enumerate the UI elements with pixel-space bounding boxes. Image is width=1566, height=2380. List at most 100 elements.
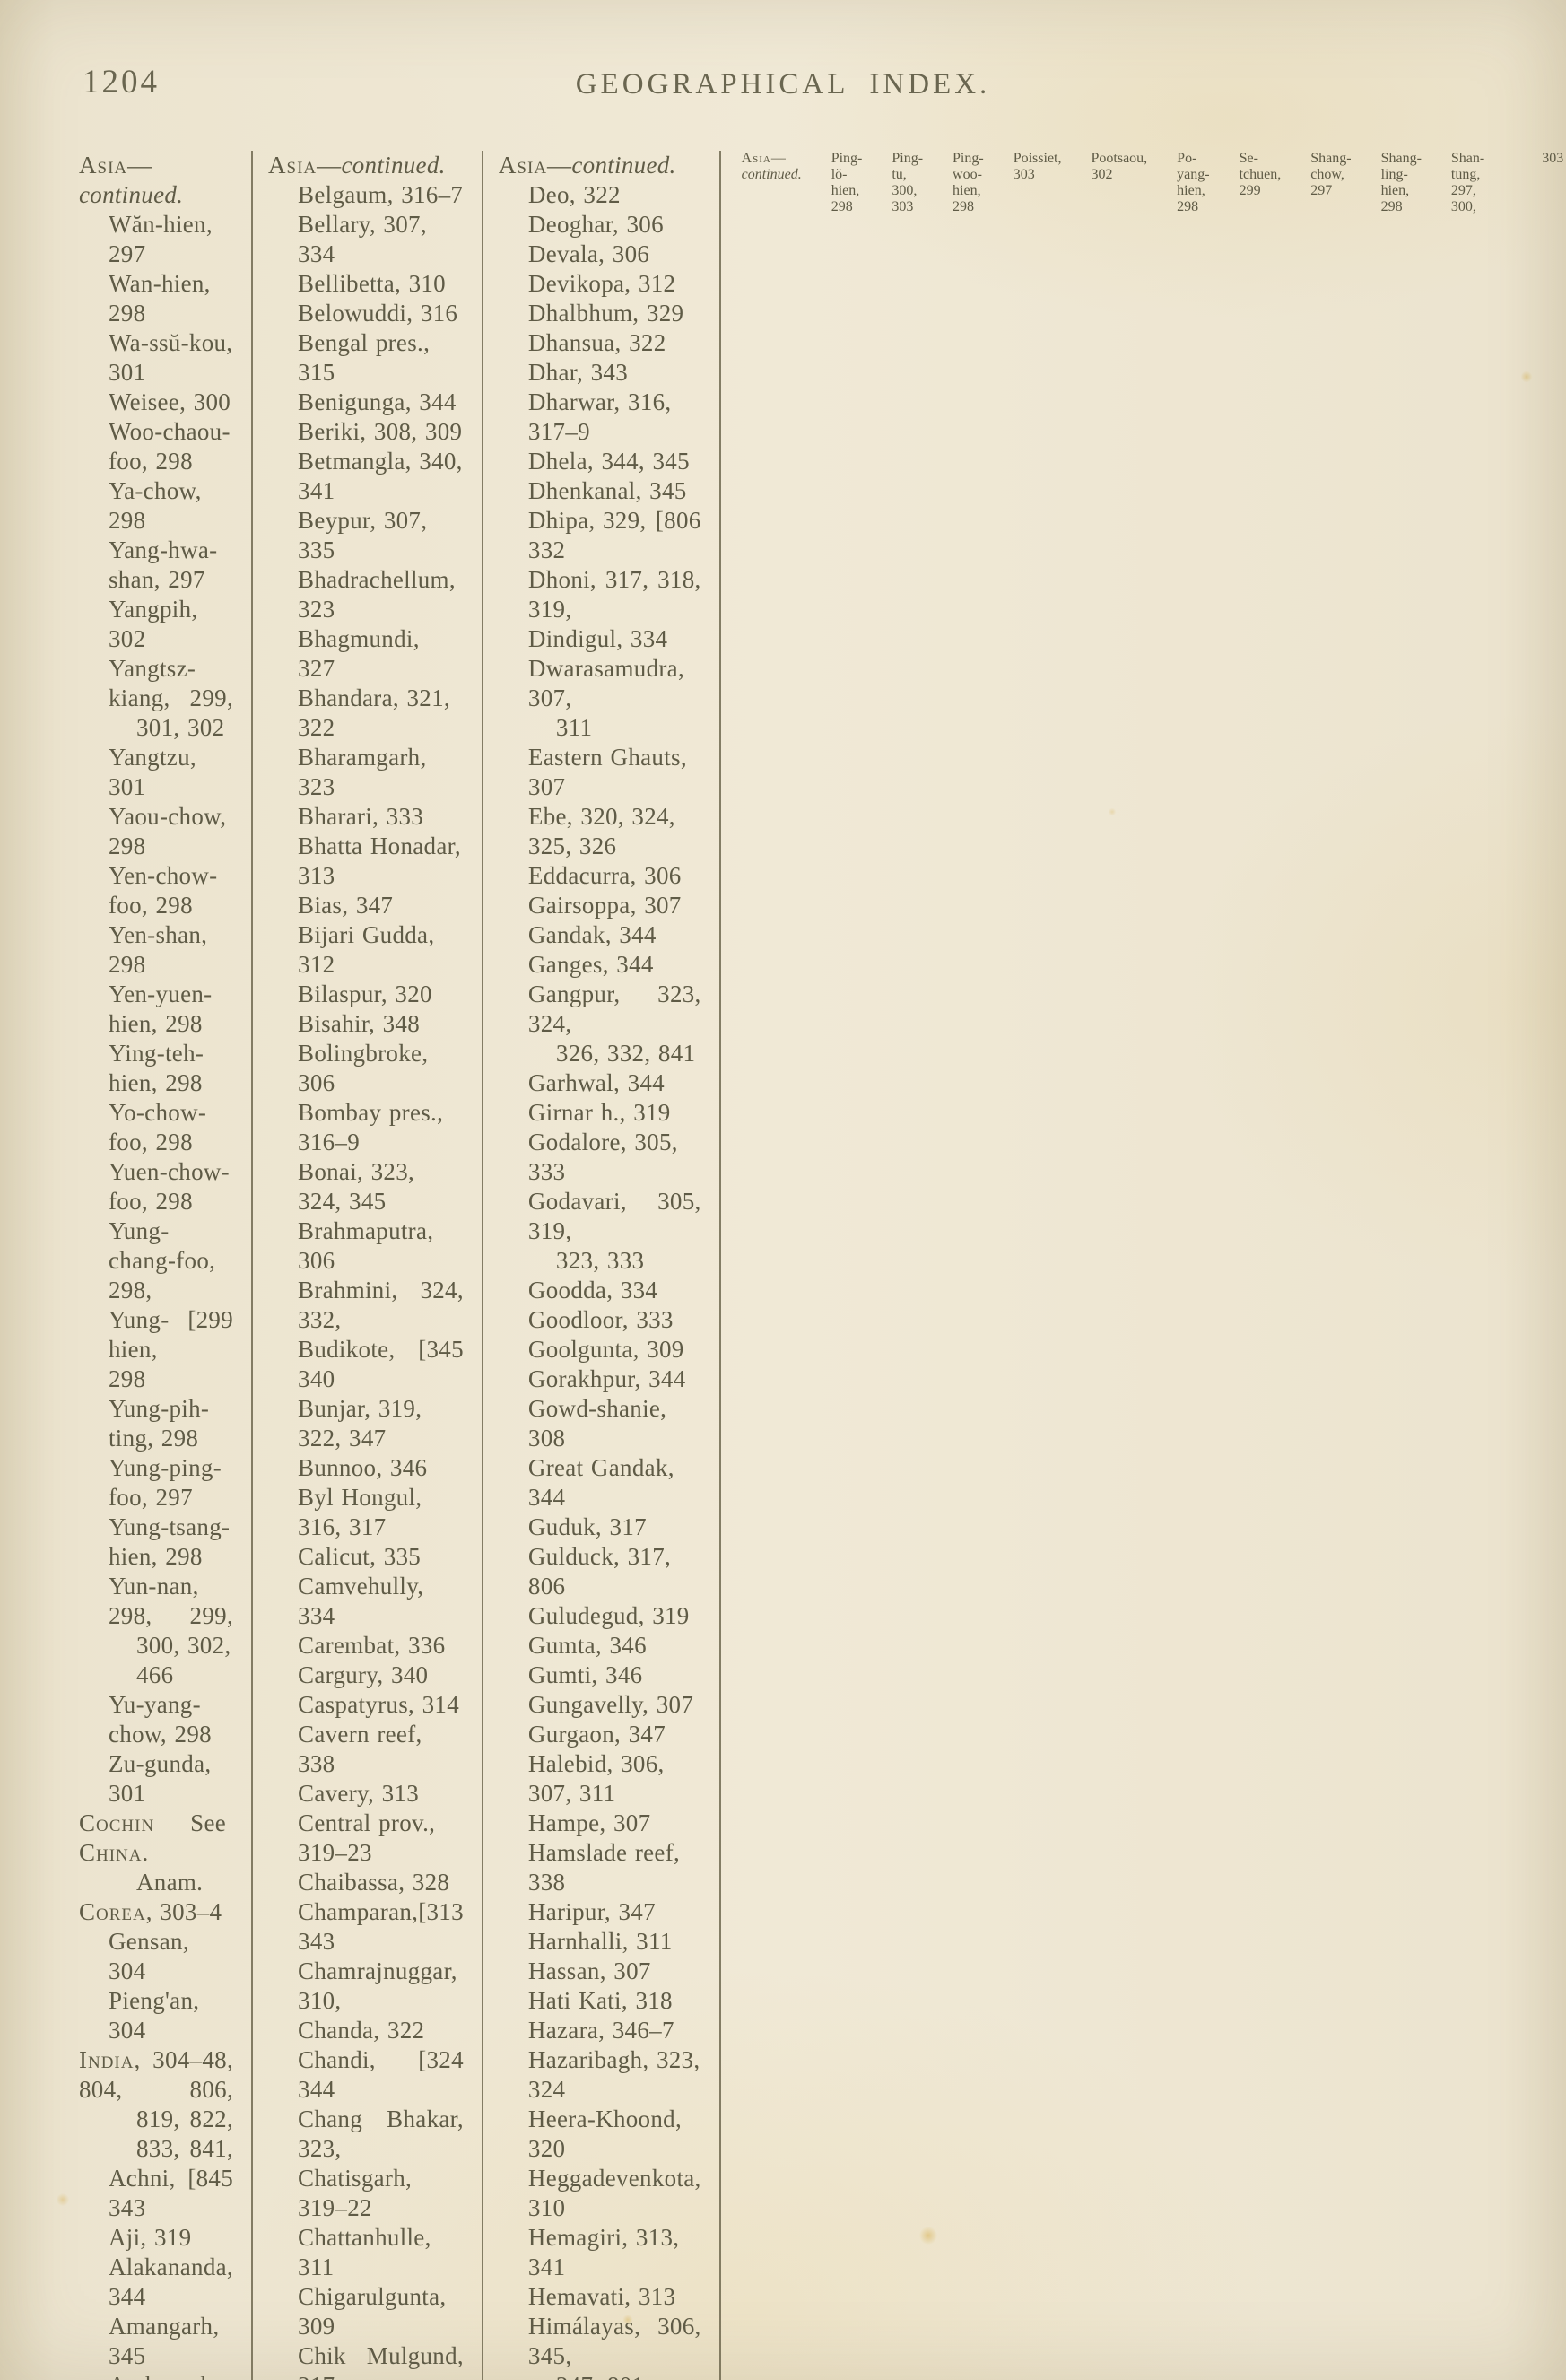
index-entry-continuation: 326, 332, 841 xyxy=(555,1040,696,1067)
index-entry: Ganges, 344 xyxy=(527,951,654,978)
index-entry: Yen-shan, 298 xyxy=(109,921,208,978)
index-entry: Calicut, 335 xyxy=(298,1543,422,1570)
index-entry: Yung-hien, 298 [299 xyxy=(109,1306,234,1392)
index-entry: Chandi, 344 [324 xyxy=(298,2046,464,2103)
index-entry: Bunnoo, 346 xyxy=(298,1454,428,1481)
index-entry: Dharwar, 316, 317–9 xyxy=(527,388,672,445)
index-entry: Bisahir, 348 xyxy=(298,1010,421,1037)
index-entry: Shan-tung, 297, 300, xyxy=(1450,151,1485,214)
index-entry: Bilaspur, 320 xyxy=(298,981,432,1007)
index-entry: Bhandara, 321, 322 xyxy=(298,684,450,741)
index-entry: Gandak, 344 xyxy=(527,921,657,948)
index-entry: Yung-tsang-hien, 298 xyxy=(109,1513,231,1570)
index-entry: Gangpur, 323, 324, xyxy=(527,981,701,1037)
index-entry: Hemagiri, 313, 341 xyxy=(527,2224,680,2280)
index-entry: Ebe, 320, 324, 325, 326 xyxy=(527,803,675,859)
index-entry: Yangpih, 302 xyxy=(109,596,198,652)
index-entry-continuation: 819, 822, 833, 841, xyxy=(136,2105,234,2162)
index-entry: Hassan, 307 xyxy=(527,1957,651,1984)
index-entry: Yun-nan, 298, 299, xyxy=(109,1573,234,1629)
index-entry: Amangarh, 345 xyxy=(109,2313,220,2369)
index-entry: Goodloor, 333 xyxy=(527,1306,674,1333)
index-entry: Devikopa, 312 xyxy=(527,270,676,297)
index-entry-continuation: 323, 333 xyxy=(555,1247,645,1274)
index-entry: Heggadevenkota, 310 xyxy=(527,2165,701,2221)
index-entry: Heera-Khoond, 320 xyxy=(527,2105,683,2162)
index-entry: Devala, 306 xyxy=(527,240,650,267)
index-entry: Beriki, 308, 309 xyxy=(298,418,463,445)
index-entry-continuation: Anam. xyxy=(136,1869,204,1896)
index-entry: Yung-ping-foo, 297 xyxy=(109,1454,222,1511)
index-entry: Cargury, 340 xyxy=(298,1661,429,1688)
index-entry: Hamslade reef, 338 xyxy=(527,1839,681,1896)
index-entry: Gensan, 304 xyxy=(109,1928,189,1984)
index-entry: Cavern reef, 338 xyxy=(298,1721,422,1777)
index-entry: Aji, 319 xyxy=(109,2224,192,2251)
index-entry: Shang-ling-hien, 298 xyxy=(1380,151,1422,214)
index-section-header: Asia—continued. xyxy=(79,152,184,208)
index-entry: Yu-yang-chow, 298 xyxy=(109,1691,212,1748)
index-entry: Ying-teh-hien, 298 xyxy=(109,1040,204,1096)
index-entry: Hampe, 307 xyxy=(527,1809,651,1836)
index-entry-continuation: 311 xyxy=(555,714,593,741)
index-entry: Pieng'an, 304 xyxy=(109,1987,200,2044)
index-entry: Dhipa, 329, 332 [806 xyxy=(527,507,701,563)
index-entry: Gulduck, 317, 806 xyxy=(527,1543,672,1600)
index-entry: Bonai, 323, 324, 345 xyxy=(298,1158,415,1215)
index-entry: Deoghar, 306 xyxy=(527,211,664,238)
index-entry: Bellibetta, 310 xyxy=(298,270,446,297)
index-entry: Dhansua, 322 xyxy=(527,329,666,356)
index-entry: Chamrajnuggar, 310, xyxy=(298,1957,457,2014)
index-entry: Godavari, 305, 319, xyxy=(527,1188,701,1244)
index-entry: Gumta, 346 xyxy=(527,1632,647,1659)
index-entry: Weisee, 300 xyxy=(109,388,231,415)
index-entry: Guludegud, 319 xyxy=(527,1602,690,1629)
index-entry: Central prov., 319–23 xyxy=(298,1809,436,1866)
index-entry: Carembat, 336 xyxy=(298,1632,446,1659)
index-entry: Yung-chang-foo, 298, xyxy=(109,1217,216,1303)
index-entry: Hemavati, 313 xyxy=(527,2283,676,2310)
index-section-header: Cochin China. See xyxy=(79,1809,227,1866)
index-entry: Dhela, 344, 345 xyxy=(527,448,690,475)
index-section-header: Asia—continued. xyxy=(498,152,676,179)
index-column-2: Asia—continued. Belgaum, 316–7 Bellary, 30… xyxy=(268,151,483,2380)
index-entry: Belowuddi, 316 xyxy=(298,300,458,327)
index-entry-continuation: 300, 302, 466 xyxy=(136,1632,231,1688)
index-entry: Goodda, 334 xyxy=(527,1277,658,1303)
index-entry: Hazara, 346–7 xyxy=(527,2017,674,2044)
index-entry: Bharamgarh, 323 xyxy=(298,744,427,800)
index-entry: Shang-chow, 297 xyxy=(1310,151,1352,198)
index-entry-continuation: 303 xyxy=(1542,151,1564,166)
index-entry: Himálayas, 306, 345, xyxy=(527,2313,701,2369)
index-entry: Chanda, 322 xyxy=(298,2017,425,2044)
index-section-header: Corea, 303–4 xyxy=(79,1898,222,1925)
index-entry: Bhatta Honadar, 313 xyxy=(298,833,461,889)
index-entry: Harnhalli, 311 xyxy=(527,1928,673,1955)
index-entry: Great Gandak, 344 xyxy=(527,1454,674,1511)
index-entry: Zu-gunda, 301 xyxy=(109,1750,212,1807)
page-number: 1204 xyxy=(83,64,160,100)
index-section-header: India, 304–48, 804, 806, xyxy=(79,2046,234,2103)
index-entry: Bunjar, 319, 322, 347 xyxy=(298,1395,422,1452)
index-entry: Belgaum, 316–7 xyxy=(298,181,464,208)
index-entry: Po-yang-hien, 298 xyxy=(1177,151,1210,214)
index-entry: Dhalbhum, 329 xyxy=(527,300,684,327)
index-entry: Yang-hwa-shan, 297 xyxy=(109,536,218,593)
index-entry-continuation: 301, 302 xyxy=(136,714,225,741)
index-entry: Chigarulgunta, 309 xyxy=(298,2283,447,2340)
index-entry: Bias, 347 xyxy=(298,892,394,919)
index-entry: Champaran, 343 [313 xyxy=(298,1898,464,1955)
index-entry: Chik Mulgund, 317, xyxy=(298,2342,464,2380)
index-entry: Yangtsz-kiang, 299, xyxy=(109,655,234,711)
index-entry: Gairsoppa, 307 xyxy=(527,892,682,919)
index-entry: Yo-chow-foo, 298 xyxy=(109,1099,207,1155)
index-section-header: Asia—continued. xyxy=(268,152,446,179)
index-section-header: Asia—continued. xyxy=(741,151,802,182)
index-entry: Betmangla, 340, 341 xyxy=(298,448,463,504)
index-entry: Girnar h., 319 xyxy=(527,1099,671,1126)
index-entry: Halebid, 306, 307, 311 xyxy=(527,1750,665,1807)
index-entry: Wăn-hien, 297 xyxy=(109,211,213,267)
index-entry: Beypur, 307, 335 xyxy=(298,507,428,563)
index-entry: Bharari, 333 xyxy=(298,803,424,830)
index-entry: Bhagmundi, 327 xyxy=(298,625,420,682)
